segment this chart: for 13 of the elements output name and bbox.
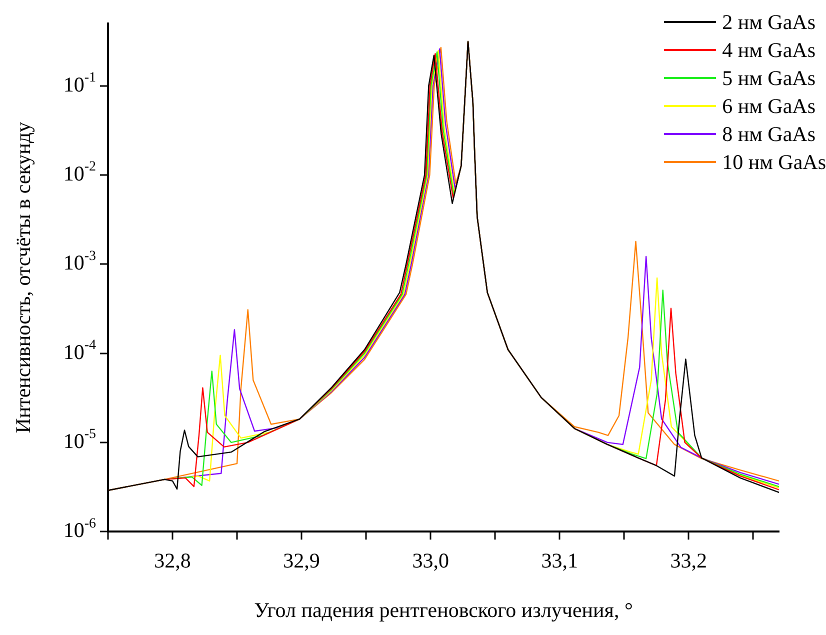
x-tick-label: 33,0 bbox=[412, 548, 449, 573]
legend-label: 5 нм GaAs bbox=[722, 66, 816, 90]
legend-label: 4 нм GaAs bbox=[722, 38, 816, 62]
x-tick-label: 33,2 bbox=[670, 548, 708, 573]
x-axis-title: Угол падения рентгеновского излучения, ° bbox=[254, 598, 633, 622]
x-tick-label: 32,8 bbox=[154, 548, 191, 573]
y-axis-title: Интенсивность, отсчёты в секунду bbox=[11, 121, 36, 434]
legend-label: 10 нм GaAs bbox=[722, 150, 826, 174]
legend-label: 2 нм GaAs bbox=[722, 10, 816, 34]
legend-label: 6 нм GaAs bbox=[722, 94, 816, 118]
x-tick-label: 32,9 bbox=[283, 548, 320, 573]
x-tick-label: 33,1 bbox=[541, 548, 578, 573]
legend-label: 8 нм GaAs bbox=[722, 122, 816, 146]
